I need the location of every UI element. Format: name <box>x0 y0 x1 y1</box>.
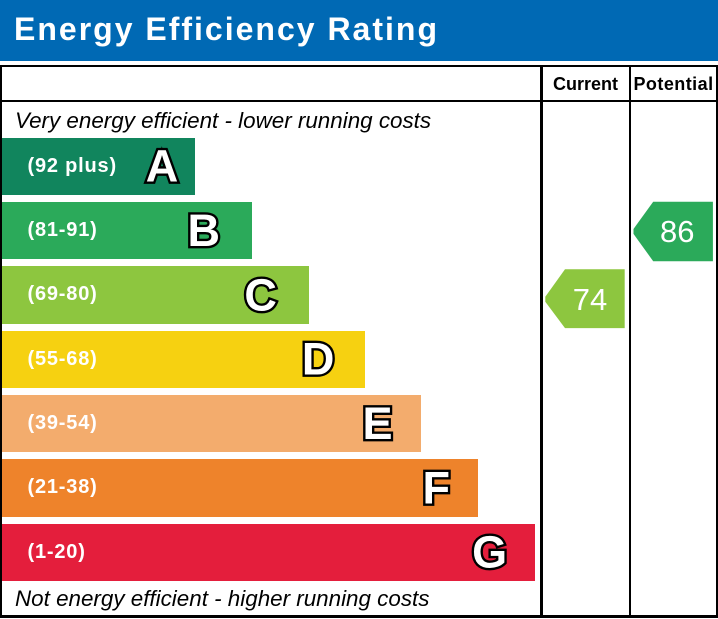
svg-text:G: G <box>472 527 507 578</box>
svg-text:C: C <box>244 269 277 320</box>
svg-text:B: B <box>188 205 221 256</box>
svg-text:74: 74 <box>573 282 607 317</box>
svg-text:A: A <box>146 141 179 192</box>
svg-text:E: E <box>362 398 392 449</box>
svg-text:86: 86 <box>660 214 694 249</box>
svg-text:F: F <box>422 462 450 513</box>
svg-text:D: D <box>302 334 335 385</box>
